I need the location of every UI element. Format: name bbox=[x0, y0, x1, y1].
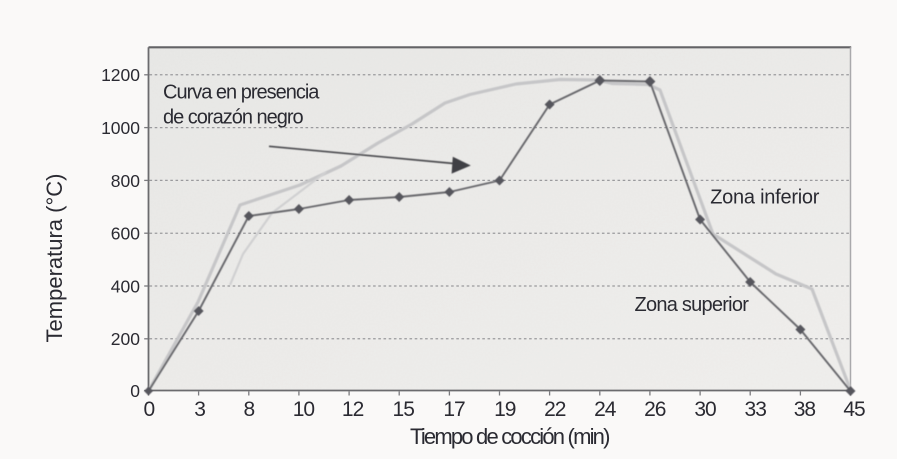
svg-text:Zona superior: Zona superior bbox=[635, 294, 750, 316]
svg-text:38: 38 bbox=[794, 398, 816, 421]
svg-text:33: 33 bbox=[745, 398, 767, 421]
svg-text:0: 0 bbox=[143, 398, 154, 421]
svg-text:45: 45 bbox=[843, 398, 865, 421]
svg-text:Tiempo de cocción (min): Tiempo de cocción (min) bbox=[410, 424, 609, 449]
svg-text:Curva en presencia: Curva en presencia bbox=[163, 82, 320, 104]
svg-text:19: 19 bbox=[494, 398, 516, 421]
svg-text:1200: 1200 bbox=[101, 65, 140, 85]
svg-text:26: 26 bbox=[644, 398, 666, 421]
svg-text:15: 15 bbox=[393, 398, 415, 421]
svg-text:400: 400 bbox=[111, 276, 140, 296]
svg-text:3: 3 bbox=[194, 398, 205, 421]
svg-text:800: 800 bbox=[111, 171, 140, 191]
svg-text:600: 600 bbox=[111, 224, 140, 244]
svg-text:0: 0 bbox=[130, 381, 140, 401]
svg-text:200: 200 bbox=[111, 329, 140, 349]
svg-text:1000: 1000 bbox=[101, 118, 140, 138]
svg-text:Zona inferior: Zona inferior bbox=[710, 187, 820, 209]
svg-text:de corazón negro: de corazón negro bbox=[163, 107, 304, 129]
svg-text:22: 22 bbox=[544, 398, 566, 421]
svg-text:24: 24 bbox=[594, 398, 617, 421]
svg-text:10: 10 bbox=[293, 398, 315, 421]
svg-text:Temperatura (°C): Temperatura (°C) bbox=[42, 174, 67, 343]
svg-text:8: 8 bbox=[243, 398, 254, 421]
svg-text:12: 12 bbox=[342, 398, 364, 421]
svg-text:30: 30 bbox=[694, 398, 716, 421]
svg-text:17: 17 bbox=[443, 398, 465, 421]
